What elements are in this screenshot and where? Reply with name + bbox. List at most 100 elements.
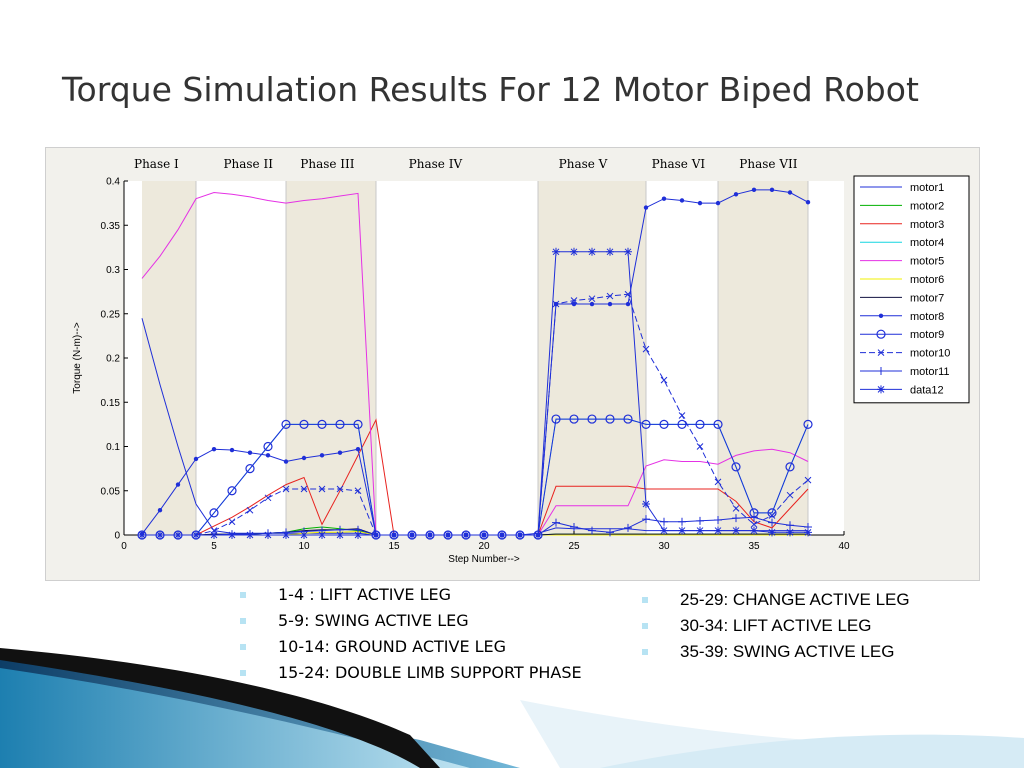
data-point-motor8 [715, 200, 721, 206]
data-point-motor8 [157, 508, 163, 513]
data-point-motor10 [588, 295, 596, 303]
legend-label: motor4 [910, 237, 944, 249]
data-point-data12 [660, 526, 668, 535]
data-point-data12 [408, 531, 416, 539]
data-point-motor8 [625, 301, 631, 307]
y-tick-label: 0.1 [106, 442, 120, 453]
data-point-motor9 [785, 462, 795, 472]
data-point-motor11 [750, 513, 758, 522]
data-point-data12 [714, 526, 722, 535]
data-point-data12 [372, 531, 380, 539]
data-point-motor8 [211, 446, 217, 452]
bullet-text: 1-4 : LIFT ACTIVE LEG [278, 585, 451, 604]
data-point-motor8 [571, 301, 577, 307]
data-point-data12 [462, 531, 470, 539]
data-point-motor8 [355, 446, 361, 452]
data-point-motor8 [661, 196, 667, 201]
slide-title: Torque Simulation Results For 12 Motor B… [62, 70, 919, 109]
data-point-motor11 [570, 523, 578, 532]
data-point-motor8 [607, 301, 613, 307]
legend-marker-motor9 [876, 329, 886, 339]
y-tick-label: 0.2 [106, 354, 120, 365]
bullet-item: 10-14: GROUND ACTIVE LEG [238, 637, 598, 657]
data-point-motor11 [732, 514, 740, 523]
data-point-motor10 [714, 478, 722, 486]
bullet-square-icon [642, 649, 648, 655]
data-point-motor9 [677, 419, 687, 429]
phase-shade [286, 181, 376, 535]
data-point-motor10 [570, 297, 578, 304]
data-point-motor11 [660, 517, 668, 526]
data-point-motor9 [245, 464, 255, 474]
data-point-motor9 [641, 419, 651, 429]
data-point-data12 [552, 247, 560, 256]
data-point-data12 [786, 528, 794, 537]
x-tick-label: 5 [211, 541, 217, 552]
bullet-item: 15-24: DOUBLE LIMB SUPPORT PHASE [238, 663, 598, 683]
data-point-data12 [804, 528, 812, 537]
legend-label: data12 [910, 384, 944, 396]
data-point-data12 [480, 531, 488, 539]
data-point-data12 [498, 531, 506, 539]
data-point-motor9 [227, 486, 237, 496]
data-point-motor9 [803, 419, 813, 429]
y-tick-label: 0.05 [101, 486, 121, 497]
data-point-data12 [534, 531, 542, 539]
x-axis-label: Step Number--> [448, 554, 520, 565]
phase-shade [718, 181, 808, 535]
data-point-data12 [390, 531, 398, 539]
legend-label: motor11 [910, 366, 950, 378]
data-point-motor8 [751, 187, 757, 193]
bullet-item: 1-4 : LIFT ACTIVE LEG [238, 585, 598, 605]
data-point-motor9 [281, 419, 291, 429]
data-point-motor8 [265, 453, 271, 458]
y-tick-label: 0 [114, 531, 120, 542]
legend-label: motor1 [910, 182, 944, 194]
data-point-data12 [156, 531, 164, 539]
legend-marker-motor10 [877, 349, 885, 356]
y-tick-label: 0.15 [101, 398, 121, 409]
data-point-motor8 [679, 198, 685, 203]
data-point-motor9 [695, 419, 705, 429]
data-point-data12 [678, 526, 686, 535]
phase-shade [142, 181, 196, 535]
data-point-motor11 [552, 518, 560, 527]
y-tick-label: 0.35 [101, 221, 121, 232]
legend-label: motor8 [910, 311, 944, 323]
y-axis-label: Torque (N-m)--> [72, 322, 83, 394]
data-point-motor10 [336, 485, 344, 493]
data-point-motor10 [264, 494, 272, 502]
data-point-motor11 [714, 515, 722, 524]
x-tick-label: 15 [388, 541, 400, 552]
data-point-motor9 [623, 414, 633, 424]
bullet-square-icon [240, 644, 246, 650]
data-point-motor8 [175, 482, 181, 487]
data-point-motor10 [552, 300, 560, 308]
data-point-data12 [354, 531, 362, 539]
data-point-motor10 [696, 443, 704, 450]
phase-label: Phase II [223, 157, 273, 171]
data-point-motor11 [588, 526, 596, 535]
bullet-item: 25-29: CHANGE ACTIVE LEG [640, 590, 970, 610]
data-point-motor10 [228, 518, 236, 526]
data-point-motor10 [606, 292, 614, 300]
phase-shade [538, 181, 646, 535]
data-point-motor10 [786, 491, 794, 499]
data-point-data12 [210, 531, 218, 539]
data-point-motor8 [589, 301, 595, 307]
data-point-data12 [300, 531, 308, 539]
data-point-motor9 [299, 419, 309, 429]
data-point-motor11 [678, 517, 686, 526]
data-point-motor9 [209, 508, 219, 518]
data-point-data12 [318, 531, 326, 539]
phase-label: Phase VII [739, 157, 797, 171]
data-point-data12 [336, 531, 344, 539]
data-point-motor8 [193, 456, 199, 462]
data-point-data12 [750, 526, 758, 535]
data-point-data12 [192, 531, 200, 539]
data-point-data12 [768, 528, 776, 537]
bullet-list-left: 1-4 : LIFT ACTIVE LEG 5-9: SWING ACTIVE … [238, 585, 598, 689]
data-point-data12 [606, 247, 614, 256]
chart-figure: 0 5 10 15 20 25 30 35 40 0 0.05 0.1 0.15 0.2 0.25 0.3 0.… [45, 147, 980, 581]
data-point-motor10 [318, 485, 326, 493]
